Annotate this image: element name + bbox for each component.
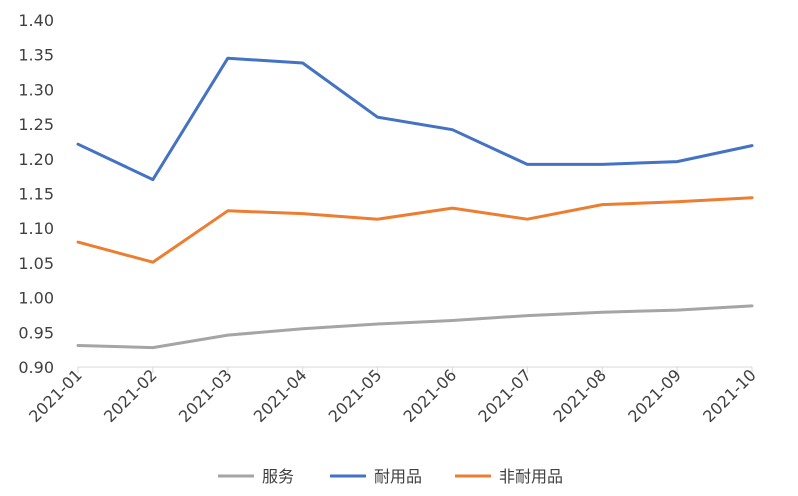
x-tick-label: 2021-03 [175, 365, 236, 426]
series-line-2 [76, 196, 754, 264]
x-tick-label: 2021-06 [400, 365, 461, 426]
y-tick-label: 0.95 [18, 323, 54, 342]
x-axis: 2021-01 2021-02 2021-03 2021-04 2021-05 2021-… [25, 365, 760, 426]
x-tick-label: 2021-05 [325, 365, 386, 426]
y-tick-label: 1.25 [18, 115, 54, 134]
y-tick-label: 1.10 [18, 219, 54, 238]
y-tick-label: 1.35 [18, 46, 54, 65]
legend-label: 非耐用品 [499, 467, 563, 486]
x-tick-label: 2021-08 [549, 365, 610, 426]
legend-label: 服务 [262, 467, 294, 486]
y-tick-label: 1.05 [18, 254, 54, 273]
series-layer [76, 56, 754, 350]
series-line-0 [76, 304, 754, 350]
series-line-1 [76, 56, 754, 182]
x-tick-label: 2021-04 [250, 365, 311, 426]
y-tick-label: 1.20 [18, 150, 54, 169]
y-tick-label: 1.00 [18, 289, 54, 308]
x-tick-label: 2021-10 [699, 365, 760, 426]
y-axis: 0.90 0.95 1.00 1.05 1.10 1.15 1.20 1.25 1.30 1.35… [18, 11, 54, 377]
legend: 服务 耐用品 非耐用品 [218, 467, 563, 486]
legend-label: 耐用品 [374, 467, 422, 486]
x-tick-label: 2021-09 [624, 365, 685, 426]
x-tick-label: 2021-02 [100, 365, 161, 426]
y-tick-label: 1.15 [18, 185, 54, 204]
y-tick-label: 1.30 [18, 80, 54, 99]
y-tick-label: 1.40 [18, 11, 54, 30]
y-tick-label: 0.90 [18, 358, 54, 377]
x-tick-label: 2021-07 [474, 365, 535, 426]
